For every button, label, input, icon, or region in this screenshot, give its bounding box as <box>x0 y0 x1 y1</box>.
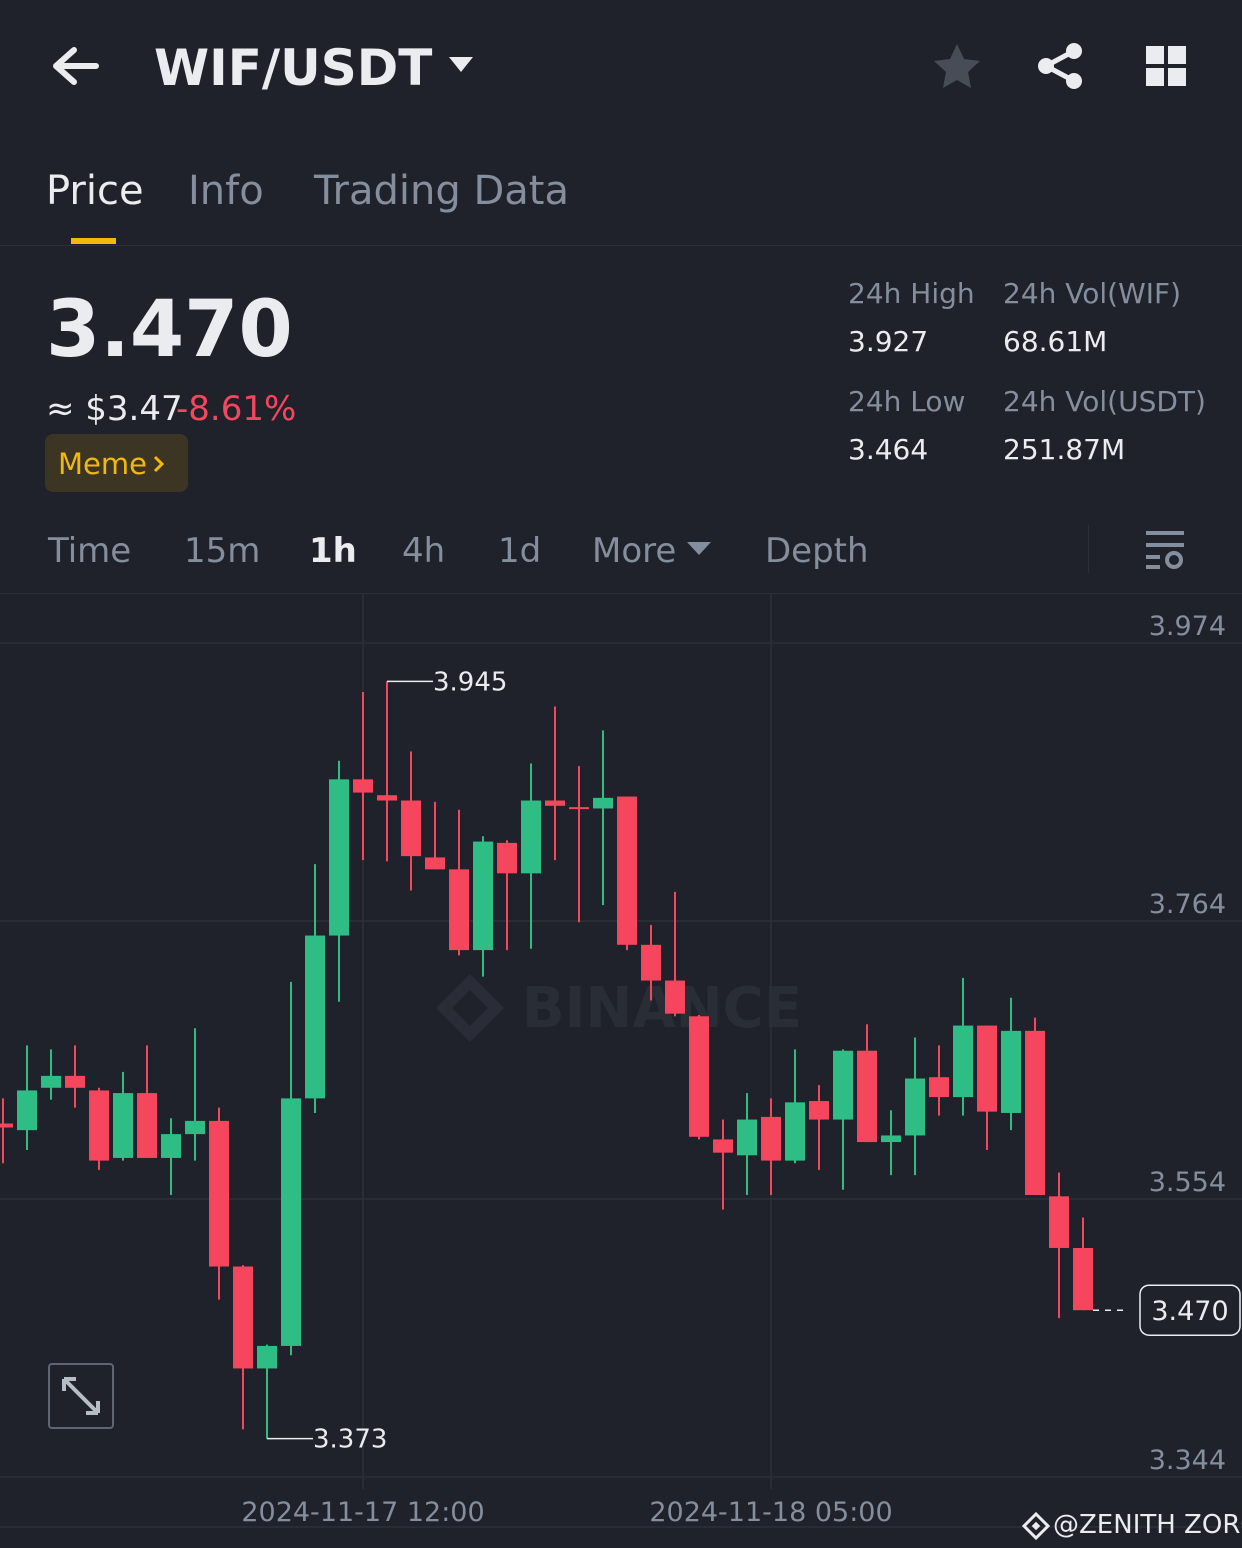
tab[interactable]: Info <box>188 168 264 214</box>
candle-body <box>137 1093 157 1158</box>
candle-body <box>857 1050 877 1143</box>
candle-body <box>569 807 589 810</box>
chart-settings[interactable] <box>1144 530 1186 570</box>
candle-body <box>209 1120 229 1267</box>
candle-body <box>113 1093 133 1158</box>
y-tick-label: 3.554 <box>1149 1167 1226 1198</box>
last-price-label: 3.470 <box>1151 1296 1228 1327</box>
interval[interactable]: 4h <box>402 531 446 571</box>
stat-value: 3.927 <box>848 325 929 358</box>
candle-body <box>65 1075 85 1088</box>
candle-body <box>521 800 541 874</box>
candle-body <box>257 1345 277 1369</box>
more-dropdown <box>687 542 711 555</box>
candlestick-chart: BINANCE 3.974 3.764 3.554 3.344 2024-11-17 1… <box>0 594 1242 1528</box>
candle-body <box>353 779 373 793</box>
y-tick-label: 3.344 <box>1149 1445 1226 1476</box>
divider <box>0 245 1242 246</box>
candle-body <box>545 800 565 806</box>
layout-button[interactable] <box>1145 45 1189 89</box>
expand-button[interactable] <box>48 1363 114 1429</box>
candle-body <box>761 1116 781 1161</box>
candle-body <box>329 779 349 936</box>
candle-body <box>401 800 421 857</box>
candle-body <box>233 1266 253 1369</box>
candle-body <box>41 1075 61 1088</box>
candle-body <box>905 1078 925 1136</box>
pair-dropdown[interactable] <box>448 56 474 74</box>
usd-price: ≈ $3.47 <box>46 389 183 429</box>
back-button[interactable] <box>50 44 100 88</box>
candle-body <box>809 1101 829 1120</box>
candle-body <box>281 1098 301 1346</box>
annotation-label: 3.945 <box>433 667 507 697</box>
candle-body <box>881 1135 901 1143</box>
candle-body <box>161 1134 181 1158</box>
interval[interactable]: More <box>592 531 677 571</box>
watermark-text: BINANCE <box>522 976 802 1041</box>
divider <box>1088 525 1089 573</box>
x-tick-label: 2024-11-17 12:00 <box>241 1497 484 1528</box>
candle-body <box>17 1090 37 1131</box>
interval[interactable]: 1h <box>309 531 357 571</box>
candle-body <box>473 841 493 951</box>
interval[interactable]: 1d <box>498 531 542 571</box>
candle-body <box>1001 1030 1021 1113</box>
candle-body <box>593 797 613 809</box>
y-tick-label: 3.764 <box>1149 889 1226 920</box>
pair-title[interactable]: WIF/USDT <box>154 39 433 97</box>
y-tick-label: 3.974 <box>1149 611 1226 642</box>
candle-body <box>641 944 661 981</box>
candle-body <box>617 796 637 945</box>
tab[interactable]: Price <box>46 168 144 214</box>
candle-body <box>89 1090 109 1161</box>
share-button[interactable] <box>1036 42 1086 90</box>
stat-label: 24h Vol(USDT) <box>1003 385 1206 418</box>
credit: @ZENITH ZORO <box>1053 1510 1242 1540</box>
candle-body <box>977 1025 997 1112</box>
annotation-label: 3.373 <box>313 1425 387 1455</box>
candle-body <box>449 869 469 951</box>
candle-body <box>833 1050 853 1120</box>
tab[interactable]: Trading Data <box>314 168 569 214</box>
candle-body <box>785 1102 805 1161</box>
stat-label: 24h Low <box>848 385 966 418</box>
last-price: 3.470 <box>46 285 293 375</box>
interval[interactable]: 15m <box>184 531 261 571</box>
divider <box>0 593 1242 594</box>
stat-value: 68.61M <box>1003 325 1108 358</box>
interval[interactable]: Time <box>48 531 132 571</box>
candle-body <box>497 842 517 874</box>
candle-body <box>713 1139 733 1153</box>
stat-label: 24h Vol(WIF) <box>1003 277 1182 310</box>
stat-label: 24h High <box>848 277 975 310</box>
stat-value: 251.87M <box>1003 433 1126 466</box>
candle-body <box>305 935 325 1099</box>
interval[interactable]: Depth <box>765 531 869 571</box>
x-tick-label: 2024-11-18 05:00 <box>649 1497 892 1528</box>
stat-value: 3.464 <box>848 433 929 466</box>
tag-label[interactable]: Meme <box>58 447 147 481</box>
candle-body <box>425 857 445 870</box>
candle-body <box>0 1123 13 1128</box>
candle-body <box>689 1016 709 1137</box>
favorite-star[interactable] <box>932 42 982 90</box>
watermark: BINANCE <box>436 974 802 1042</box>
candle-body <box>737 1119 757 1156</box>
candle-body <box>953 1025 973 1098</box>
candle-body <box>1073 1247 1093 1311</box>
last-price-box <box>1139 1284 1241 1336</box>
tab-indicator <box>71 238 116 244</box>
price-change: -8.61% <box>176 389 297 429</box>
candle-body <box>185 1120 205 1135</box>
candle-body <box>1025 1030 1045 1196</box>
candle-body <box>1049 1196 1069 1248</box>
candle-body <box>665 980 685 1014</box>
credit-logo <box>1022 1512 1050 1540</box>
candle-body <box>929 1077 949 1098</box>
tag-chevron <box>153 455 165 473</box>
tag-button[interactable] <box>45 434 188 492</box>
candle-body <box>377 795 397 801</box>
